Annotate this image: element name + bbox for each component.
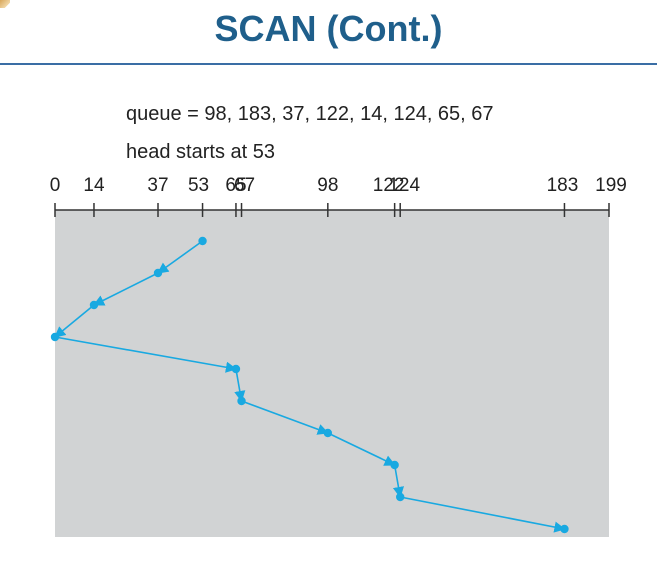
tick-label-14: 14	[83, 175, 105, 196]
head-position-124	[396, 492, 405, 502]
head-move-0-to-65	[54, 336, 238, 373]
tick-label-199: 199	[595, 175, 627, 196]
head-move-14-to-0	[54, 304, 95, 338]
head-position-122	[390, 460, 399, 470]
head-move-37-to-14	[92, 272, 159, 306]
head-position-98	[323, 428, 333, 438]
head-position-67	[237, 396, 246, 406]
tick-label-183: 183	[547, 175, 579, 196]
head-move-122-to-124	[392, 464, 404, 499]
head-move-98-to-122	[327, 432, 396, 466]
head-position-53	[198, 236, 207, 246]
head-position-37	[153, 268, 163, 278]
queue-text: queue = 98, 183, 37, 122, 14, 124, 65, 6…	[126, 103, 494, 125]
tick-label-98: 98	[317, 175, 338, 196]
corner-decoration	[0, 0, 10, 8]
head-position-65	[231, 364, 241, 374]
head-position-0	[50, 332, 60, 342]
tick-label-0: 0	[50, 175, 61, 196]
head-start-text: head starts at 53	[126, 141, 275, 163]
tick-label-53: 53	[188, 175, 209, 196]
head-move-53-to-37	[157, 240, 204, 274]
title-divider	[0, 63, 657, 65]
plot-area	[55, 210, 609, 537]
tick-label-122: 122	[373, 175, 405, 196]
tick-label-67: 67	[234, 175, 255, 196]
tick-label-37: 37	[147, 175, 168, 196]
slide-title: SCAN (Cont.)	[214, 8, 443, 49]
tick-label-65: 65	[225, 175, 246, 196]
head-move-124-to-183	[400, 496, 566, 533]
tick-label-124: 124	[388, 175, 420, 196]
head-position-14	[89, 300, 99, 310]
head-position-183	[560, 524, 569, 534]
head-move-67-to-98	[241, 400, 329, 435]
head-move-65-to-67	[234, 368, 246, 403]
